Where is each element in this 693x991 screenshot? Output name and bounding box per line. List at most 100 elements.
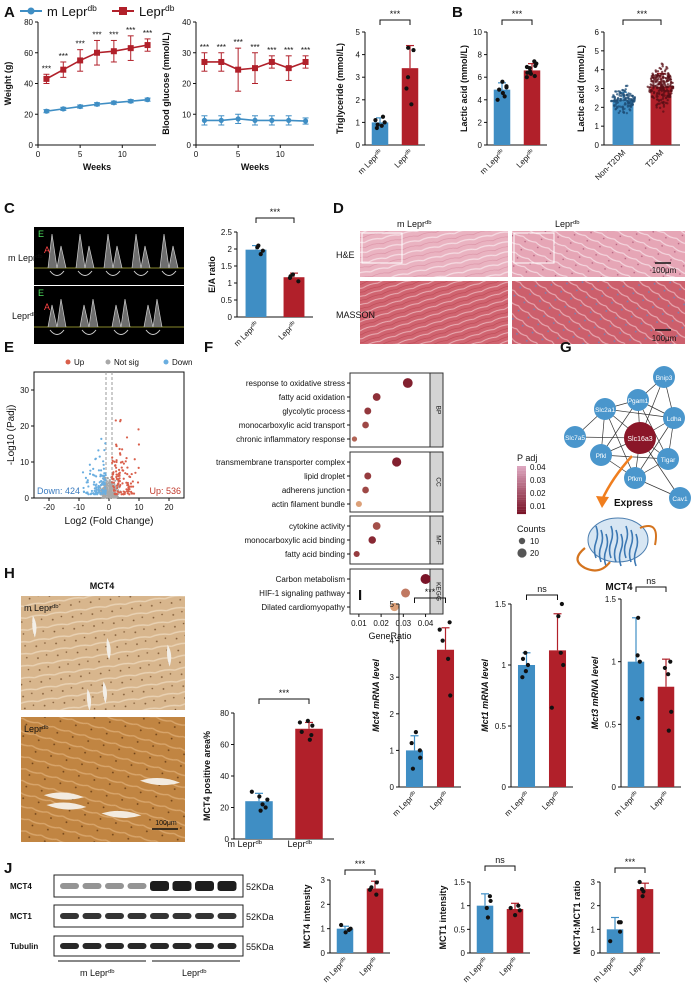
data-point (525, 662, 531, 668)
label-sup: db (250, 320, 258, 328)
label-sup: db (551, 790, 559, 798)
series-marker (269, 117, 275, 123)
scale-label: 100μm (155, 820, 177, 827)
colorbar-cell (517, 494, 526, 498)
data-point (614, 107, 618, 111)
label-sup: db (108, 969, 115, 975)
y-tick-label: 1.5 (495, 600, 507, 609)
data-point (616, 96, 620, 100)
label-sup: db (36, 254, 43, 260)
significance-label: *** (250, 43, 259, 52)
data-point (446, 656, 451, 662)
ihc-label-control: m Leprdb (24, 603, 59, 613)
doppler-wave-lower (133, 270, 149, 276)
term-dot (401, 588, 411, 598)
y-tick-label: 2 (591, 902, 596, 911)
facet-label: MF (435, 535, 442, 544)
significance-bracket (614, 867, 646, 873)
data-point (635, 653, 640, 658)
point-up (134, 471, 137, 474)
point-up (116, 490, 120, 493)
facet-box (349, 372, 431, 448)
top-legend: m Leprdb Leprdb (20, 3, 175, 19)
point-up (115, 460, 118, 464)
data-point (616, 920, 622, 925)
network-node (624, 467, 646, 489)
row-label-he: H&E (336, 250, 355, 260)
data-point (523, 669, 528, 674)
data-point (249, 789, 254, 794)
data-point (369, 885, 374, 890)
data-point (660, 93, 664, 97)
data-point (296, 279, 301, 284)
plot-frame (33, 371, 185, 499)
x-tick-label: 0.03 (396, 619, 412, 628)
category-label: m Leprdb (391, 790, 419, 818)
legend-label-control: m Leprdb (47, 3, 97, 19)
series-marker (60, 106, 66, 112)
blot-band (127, 943, 147, 949)
colorbar-cell (517, 509, 526, 512)
y-tick-label: 0 (591, 949, 596, 958)
data-point (500, 79, 505, 84)
point-down (99, 469, 103, 472)
point-up (126, 492, 129, 495)
data-point (658, 106, 662, 110)
legend-label: Up (74, 358, 85, 367)
doppler-wave (75, 233, 95, 269)
blot-band (195, 943, 214, 949)
data-point (437, 627, 442, 632)
point-down (103, 482, 106, 485)
data-point (665, 65, 668, 69)
data-point (669, 75, 672, 79)
point-up (111, 461, 114, 465)
category-label: Leprdb (358, 956, 380, 978)
data-point (379, 123, 384, 128)
data-point (655, 95, 658, 99)
y-tick-label: 0 (356, 141, 361, 150)
blot-band (150, 943, 169, 949)
bar (436, 649, 455, 787)
point-down (93, 480, 96, 484)
y-tick-label: 6 (478, 73, 483, 82)
significance-label: *** (267, 46, 276, 55)
label-sup: db (288, 320, 296, 328)
y-tick-label: 40 (220, 772, 229, 781)
network-node (657, 448, 679, 470)
point-down (99, 484, 103, 487)
data-point (508, 905, 513, 911)
data-point (665, 85, 668, 89)
network-node (663, 407, 685, 429)
colorbar-cell (517, 468, 526, 471)
significance-label: *** (92, 30, 101, 39)
point-up (111, 481, 114, 484)
data-point (664, 96, 668, 100)
data-point (626, 104, 630, 107)
network-edge (604, 408, 636, 479)
data-point (532, 59, 537, 64)
tissue-gap (102, 681, 108, 704)
helix (613, 529, 619, 563)
data-point (629, 92, 632, 96)
blot-band (172, 913, 192, 919)
up-count-label: Up: 536 (149, 486, 181, 496)
data-point (666, 79, 670, 83)
point-down (92, 492, 95, 495)
y-axis-title: Mct1 mRNA level (480, 659, 490, 732)
data-point (410, 766, 416, 771)
data-point (670, 92, 673, 95)
data-point (559, 601, 564, 607)
significance-label: *** (284, 46, 293, 55)
label-sup: db (439, 790, 447, 798)
blot-row-label: MCT4 (10, 882, 32, 891)
point-down (94, 457, 97, 460)
size-legend-label: 10 (530, 537, 539, 546)
inset-frame (361, 232, 403, 264)
significance-label: *** (59, 52, 68, 61)
doppler-wave (79, 298, 99, 328)
term-dot (368, 536, 376, 544)
data-point (610, 99, 614, 103)
data-point (664, 76, 667, 80)
loop (576, 547, 611, 572)
blot-band (82, 913, 102, 919)
